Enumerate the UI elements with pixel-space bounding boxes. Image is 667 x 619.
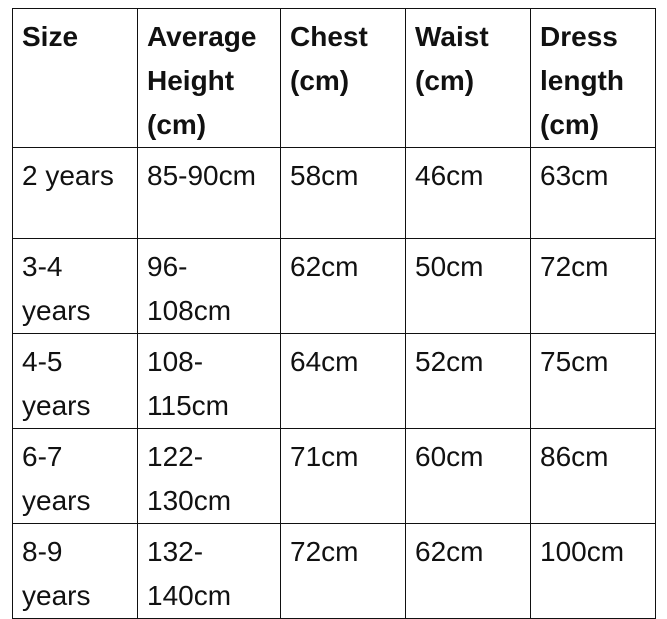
- cell-waist: 46cm: [405, 147, 531, 239]
- header-waist: Waist (cm): [405, 8, 531, 148]
- cell-average-height: 122-130cm: [137, 428, 281, 524]
- table-row: 6-7 years 122-130cm 71cm 60cm 86cm: [12, 428, 656, 524]
- header-dress-length: Dress length (cm): [530, 8, 656, 148]
- cell-chest: 72cm: [280, 523, 406, 619]
- cell-waist: 52cm: [405, 333, 531, 429]
- cell-dress-length: 86cm: [530, 428, 656, 524]
- cell-dress-length: 72cm: [530, 238, 656, 334]
- cell-average-height: 132-140cm: [137, 523, 281, 619]
- size-chart-table: Size Average Height (cm) Chest (cm) Wais…: [12, 8, 656, 619]
- cell-waist: 60cm: [405, 428, 531, 524]
- cell-size: 3-4 years: [12, 238, 138, 334]
- header-row: Size Average Height (cm) Chest (cm) Wais…: [12, 8, 656, 148]
- cell-chest: 62cm: [280, 238, 406, 334]
- header-average-height: Average Height (cm): [137, 8, 281, 148]
- cell-size: 2 years: [12, 147, 138, 239]
- cell-size: 4-5 years: [12, 333, 138, 429]
- cell-dress-length: 63cm: [530, 147, 656, 239]
- cell-waist: 62cm: [405, 523, 531, 619]
- cell-waist: 50cm: [405, 238, 531, 334]
- header-size: Size: [12, 8, 138, 148]
- cell-size: 8-9 years: [12, 523, 138, 619]
- cell-chest: 71cm: [280, 428, 406, 524]
- table-row: 3-4 years 96-108cm 62cm 50cm 72cm: [12, 238, 656, 334]
- cell-size: 6-7 years: [12, 428, 138, 524]
- table-row: 2 years 85-90cm 58cm 46cm 63cm: [12, 147, 656, 239]
- cell-average-height: 108-115cm: [137, 333, 281, 429]
- cell-chest: 58cm: [280, 147, 406, 239]
- cell-chest: 64cm: [280, 333, 406, 429]
- header-chest: Chest (cm): [280, 8, 406, 148]
- cell-average-height: 96-108cm: [137, 238, 281, 334]
- table-row: 4-5 years 108-115cm 64cm 52cm 75cm: [12, 333, 656, 429]
- cell-dress-length: 100cm: [530, 523, 656, 619]
- table-row: 8-9 years 132-140cm 72cm 62cm 100cm: [12, 523, 656, 619]
- cell-dress-length: 75cm: [530, 333, 656, 429]
- cell-average-height: 85-90cm: [137, 147, 281, 239]
